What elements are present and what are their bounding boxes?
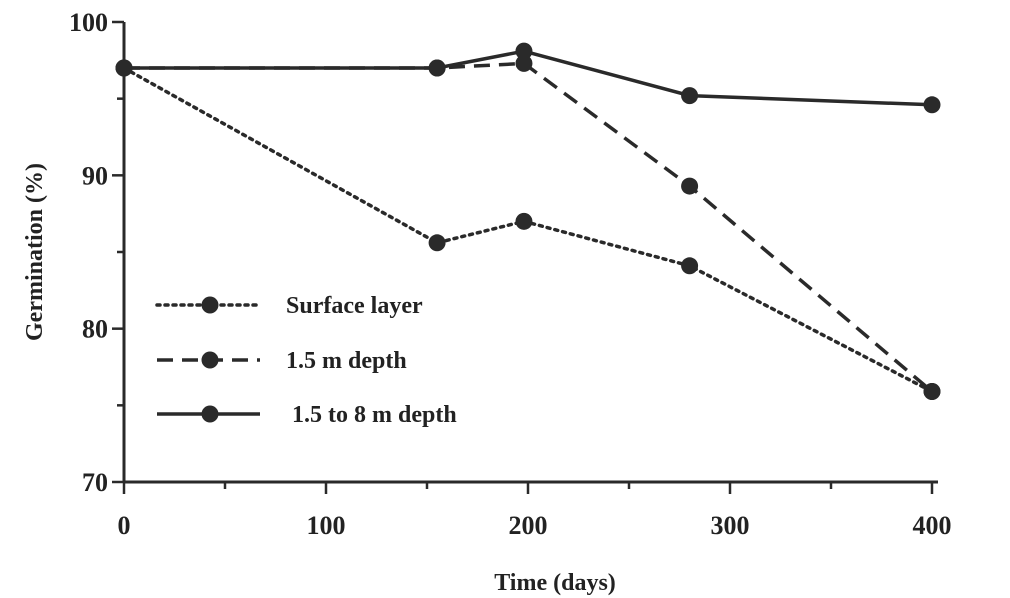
legend-label: 1.5 to 8 m depth (292, 402, 457, 428)
legend-swatch-marker (201, 296, 219, 314)
series-solid (115, 42, 941, 114)
legend-item: Surface layer (155, 293, 423, 319)
series-dotted (115, 59, 941, 401)
y-tick-label: 70 (82, 468, 108, 497)
data-point (681, 177, 699, 195)
series-group (115, 42, 941, 401)
legend-swatch-marker (201, 405, 219, 423)
data-point (681, 87, 699, 105)
y-tick-label: 90 (82, 161, 108, 190)
x-axis-title: Time (days) (494, 570, 616, 596)
x-tick-label: 400 (913, 511, 952, 540)
data-point (923, 383, 941, 401)
legend-item: 1.5 to 8 m depth (157, 402, 457, 428)
series-line (122, 66, 934, 394)
data-point (115, 59, 133, 77)
legend-swatch-marker (201, 351, 219, 369)
data-point (923, 96, 941, 114)
legend: Surface layer 1.5 m depth 1.5 to 8 m depth (155, 293, 457, 428)
data-point (515, 54, 533, 72)
legend-item: 1.5 m depth (157, 348, 407, 374)
data-point (428, 59, 446, 77)
x-tick-label: 200 (509, 511, 548, 540)
ticks: 0 100 200 300 400 70 80 90 100 (69, 8, 952, 540)
y-axis-title: Germination (%) (22, 163, 48, 341)
x-tick-label: 0 (118, 511, 131, 540)
legend-label: Surface layer (286, 293, 423, 319)
y-tick-label: 80 (82, 315, 108, 344)
data-point (681, 257, 699, 275)
data-point (515, 42, 533, 60)
x-tick-label: 300 (711, 511, 750, 540)
x-tick-label: 100 (307, 511, 346, 540)
data-point (515, 212, 533, 230)
y-tick-label: 100 (69, 8, 108, 37)
legend-label: 1.5 m depth (286, 348, 407, 374)
data-point (428, 234, 446, 252)
